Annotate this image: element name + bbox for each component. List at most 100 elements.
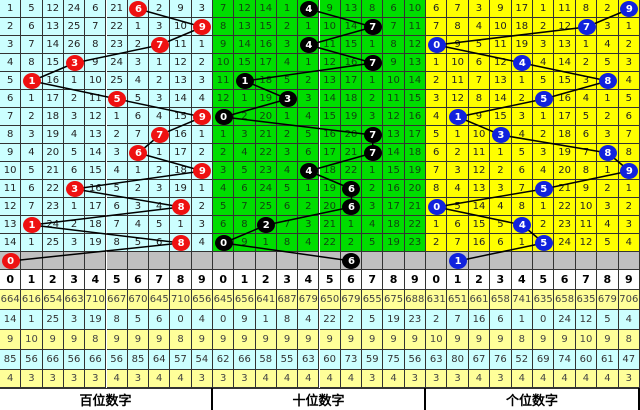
grid-cell: 3 [362, 108, 384, 126]
grid-cell: 5 [298, 126, 320, 144]
grid-cell: 1 [276, 108, 299, 126]
grid-cell: 8 [575, 162, 598, 180]
stat-cell: 85 [127, 350, 150, 370]
grid-cell: 1 [255, 234, 277, 252]
grid-cell: 5 [575, 108, 598, 126]
grid-cell: 5 [106, 180, 128, 198]
grid-cell: 3 [191, 0, 213, 18]
grid-cell: 12 [383, 108, 405, 126]
stat-cell: 69 [533, 350, 555, 370]
stat-cell: 4 [383, 370, 405, 388]
grid-cell: 1 [362, 72, 384, 90]
grid-cell: 13 [170, 72, 192, 90]
grid-cell: 12 [575, 234, 598, 252]
stat-cell: 5 [362, 310, 384, 330]
draw-ball: 6 [129, 1, 148, 17]
grid-cell [85, 252, 107, 270]
stat-cell: 635 [533, 290, 555, 310]
draw-ball: 7 [363, 145, 382, 161]
stat-cell: 12 [575, 310, 598, 330]
grid-cell [21, 252, 43, 270]
grid-cell: 3 [63, 108, 86, 126]
grid-cell: 7 [426, 162, 448, 180]
grid-cell: 4 [63, 126, 86, 144]
grid-cell: 8 [511, 198, 533, 216]
grid-cell: 17 [554, 108, 576, 126]
stat-cell: 655 [362, 290, 384, 310]
digit-header: 0 [426, 270, 448, 290]
grid-cell: 14 [340, 18, 363, 36]
grid-cell: 24 [255, 180, 277, 198]
grid-cell: 9 [85, 54, 107, 72]
stat-cell: 0 [170, 310, 192, 330]
grid-cell: 22 [42, 180, 64, 198]
grid-cell: 6 [21, 18, 43, 36]
grid-cell [191, 252, 213, 270]
grid-cell: 1 [362, 162, 384, 180]
draw-ball: 0 [214, 109, 233, 125]
stat-cell: 4 [533, 370, 555, 388]
grid-cell [63, 252, 86, 270]
grid-cell: 7 [21, 36, 43, 54]
grid-cell: 10 [575, 198, 598, 216]
grid-cell: 4 [276, 162, 299, 180]
digit-header: 2 [468, 270, 491, 290]
grid-cell: 14 [554, 54, 576, 72]
stat-cell: 3 [404, 370, 426, 388]
grid-cell: 12 [554, 18, 576, 36]
grid-cell: 21 [255, 126, 277, 144]
stat-cell: 0 [213, 310, 235, 330]
draw-ball: 8 [172, 235, 191, 251]
grid-cell: 4 [511, 126, 533, 144]
grid-cell: 17 [340, 72, 363, 90]
grid-cell: 1 [191, 180, 213, 198]
grid-cell: 20 [404, 180, 426, 198]
stat-cell: 55 [276, 350, 299, 370]
grid-cell: 10 [383, 72, 405, 90]
grid-cell: 13 [340, 0, 363, 18]
grid-cell: 10 [213, 54, 235, 72]
grid-cell: 2 [213, 144, 235, 162]
grid-cell: 6 [276, 198, 299, 216]
stat-cell: 2 [426, 310, 448, 330]
grid-cell: 13 [319, 72, 341, 90]
stat-cell: 59 [362, 350, 384, 370]
draw-ball: 7 [577, 19, 596, 35]
grid-cell: 2 [298, 198, 320, 216]
stat-cell: 9 [490, 330, 512, 350]
grid-cell: 3 [276, 144, 299, 162]
grid-cell: 12 [170, 54, 192, 72]
draw-ball: 9 [193, 19, 212, 35]
grid-cell: 1 [533, 0, 555, 18]
grid-cell [213, 252, 235, 270]
grid-cell: 1 [618, 180, 640, 198]
stat-cell: 8 [170, 330, 192, 350]
stat-cell: 679 [298, 290, 320, 310]
grid-cell: 4 [490, 198, 512, 216]
draw-ball: 5 [108, 91, 127, 107]
grid-cell: 1 [511, 72, 533, 90]
draw-ball: 2 [257, 217, 276, 233]
grid-cell: 17 [170, 144, 192, 162]
stat-cell: 9 [127, 330, 150, 350]
grid-cell: 16 [319, 126, 341, 144]
grid-cell: 6 [447, 216, 469, 234]
draw-ball: 1 [449, 109, 468, 125]
grid-cell: 14 [319, 90, 341, 108]
grid-cell: 1 [511, 234, 533, 252]
stat-cell: 3 [490, 370, 512, 388]
grid-cell: 7 [383, 18, 405, 36]
stat-cell: 1 [511, 310, 533, 330]
grid-cell: 18 [319, 162, 341, 180]
grid-cell: 1 [234, 90, 256, 108]
stat-cell: 52 [511, 350, 533, 370]
grid-cell: 8 [618, 144, 640, 162]
stat-cell: 4 [298, 370, 320, 388]
stat-cell: 66 [42, 350, 64, 370]
grid-cell: 3 [468, 0, 491, 18]
grid-cell: 21 [106, 0, 128, 18]
grid-cell: 11 [447, 72, 469, 90]
grid-cell: 3 [63, 234, 86, 252]
stat-cell: 63 [298, 350, 320, 370]
grid-cell: 9 [575, 180, 598, 198]
